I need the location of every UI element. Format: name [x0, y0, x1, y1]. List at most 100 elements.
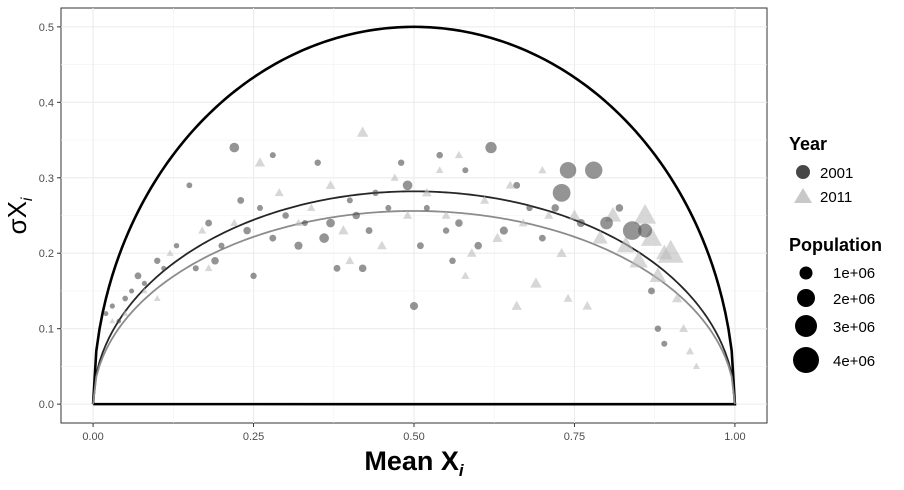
data-point-2011: [435, 166, 444, 174]
data-point-2011: [582, 300, 593, 310]
data-point-2011: [109, 318, 116, 324]
data-point-2011: [649, 267, 667, 282]
data-point-2001: [256, 204, 263, 211]
data-point-2011: [679, 323, 689, 332]
data-point-2001: [585, 161, 603, 179]
data-point-2001: [352, 211, 361, 220]
data-point-2001: [134, 272, 142, 280]
data-point-2001: [499, 226, 508, 235]
data-point-2011: [421, 187, 432, 197]
data-point-2001: [103, 311, 109, 317]
data-point-2001: [229, 142, 240, 153]
legend-pop-label-2e6: 2e+06: [833, 291, 875, 308]
legend-year-title: Year: [789, 134, 827, 154]
data-point-2001: [409, 301, 419, 311]
data-point-2001: [397, 159, 405, 166]
data-point-2001: [449, 257, 456, 265]
data-point-2001: [462, 167, 469, 174]
data-point-2011: [505, 180, 515, 189]
legend-pop-label-1e6: 1e+06: [833, 265, 875, 282]
data-point-2001: [154, 257, 161, 264]
data-point-2011: [166, 249, 174, 256]
x-tick-label: 1.00: [724, 431, 745, 443]
y-tick-label: 0.1: [39, 324, 54, 336]
data-point-2011: [568, 209, 581, 220]
y-axis-label: σXi: [2, 197, 36, 234]
data-point-2001: [218, 242, 225, 249]
data-point-2001: [211, 257, 219, 265]
data-point-2001: [314, 159, 321, 166]
data-point-2001: [346, 197, 353, 204]
y-tick-label: 0.0: [39, 399, 54, 411]
data-point-2011: [338, 225, 349, 235]
data-point-2011: [454, 150, 463, 159]
data-point-2011: [492, 232, 503, 242]
data-point-2011: [356, 126, 369, 137]
legend-population-title: Population: [789, 235, 882, 255]
legend-pop-2e6: [797, 289, 815, 307]
data-point-2001: [326, 218, 335, 228]
data-point-2001: [243, 226, 251, 235]
x-axis-label-text: Mean X: [364, 446, 459, 476]
data-point-2011: [511, 300, 522, 310]
data-point-2011: [345, 256, 355, 265]
data-point-2001: [333, 264, 341, 272]
data-point-2001: [269, 234, 277, 242]
y-tick-label: 0.4: [39, 97, 54, 109]
legend-label-2001: 2001: [820, 165, 853, 182]
data-point-2001: [638, 223, 653, 238]
data-point-2001: [365, 227, 373, 235]
data-point-2001: [661, 340, 668, 347]
data-point-2001: [319, 233, 329, 243]
data-point-2011: [390, 173, 399, 181]
y-tick-label: 0.2: [39, 248, 54, 260]
data-point-2001: [161, 265, 167, 271]
data-point-2001: [122, 295, 129, 302]
data-point-2011: [692, 362, 700, 370]
data-point-2011: [204, 264, 213, 272]
data-point-2011: [230, 218, 239, 227]
fit-curve-2011: [92, 210, 736, 405]
data-point-2001: [402, 180, 413, 191]
y-tick-label: 0.3: [39, 173, 54, 185]
data-point-2001: [141, 280, 148, 287]
data-point-2011: [377, 240, 387, 250]
x-tick-label: 0.50: [403, 431, 424, 443]
reference-boundary-curve: [91, 25, 737, 406]
data-point-2001: [654, 325, 662, 332]
x-tick-label: 0.25: [243, 431, 264, 443]
data-point-2001: [237, 196, 245, 204]
data-point-2001: [385, 204, 392, 211]
y-axis-ticks: 0.0 0.1 0.2 0.3 0.4 0.5: [39, 22, 61, 411]
data-point-2001: [192, 265, 199, 272]
data-point-2001: [485, 141, 497, 154]
data-point-2001: [455, 219, 463, 227]
data-point-2001: [301, 220, 308, 227]
data-point-2011: [616, 236, 635, 253]
data-point-2001: [526, 204, 533, 212]
data-point-2011: [480, 195, 490, 204]
y-axis-label-text: σX: [2, 201, 32, 234]
data-point-2011: [685, 347, 695, 355]
data-point-2011: [633, 203, 657, 224]
legend-key-2011: [794, 188, 812, 203]
data-point-2011: [122, 310, 129, 316]
data-point-2011: [403, 210, 413, 219]
data-point-2001: [372, 189, 379, 197]
data-point-2011: [254, 157, 266, 167]
data-point-2001: [648, 287, 655, 295]
data-point-2011: [461, 271, 470, 279]
data-point-2001: [442, 227, 450, 234]
data-point-2001: [250, 272, 257, 280]
data-point-2001: [615, 204, 624, 212]
data-point-2001: [423, 204, 430, 211]
legend-pop-3e6: [795, 315, 817, 337]
data-point-2001: [600, 216, 613, 230]
data-point-2001: [269, 152, 276, 159]
data-point-2011: [657, 239, 684, 263]
data-point-2011: [294, 218, 303, 227]
data-point-2001: [173, 242, 180, 249]
data-point-2011: [325, 180, 336, 189]
data-point-2001: [576, 218, 585, 228]
